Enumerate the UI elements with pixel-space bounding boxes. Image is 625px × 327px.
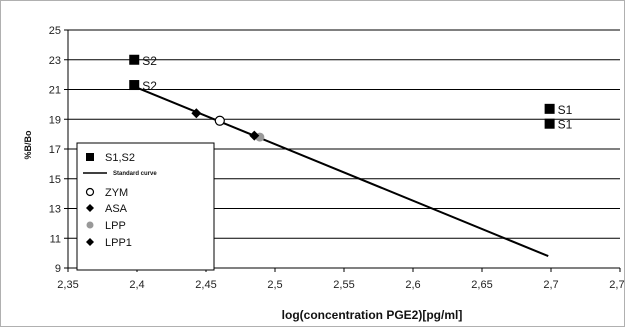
marker-diamond [86,238,94,246]
marker-square [544,103,555,114]
legend-label: LPP1 [105,237,132,249]
y-tick-label: 23 [49,55,61,67]
legend-label: Standard curve [113,171,157,177]
point-label: S1 [558,103,573,117]
x-tick-label: 2,35 [57,279,78,291]
x-tick-label: 2,45 [195,279,216,291]
x-tick-label: 2,7 [543,279,558,291]
legend-label: ZYM [105,187,128,199]
point-label: S2 [142,54,157,68]
y-tick-labels: 9 11 13 15 17 19 21 23 25 [49,25,68,275]
marker-square [86,153,94,161]
marker-open-circle [85,187,95,197]
y-tick-label: 11 [50,233,61,245]
marker-open-circle [214,115,225,126]
marker-diamond [86,204,94,212]
marker-square [129,80,140,91]
marker-square [544,118,555,129]
y-tick-label: 21 [49,85,61,97]
x-tick-label: 2,55 [333,279,354,291]
marker-diamond [249,130,260,141]
standard-curve-line [133,85,549,258]
standard-curve [133,85,549,258]
x-tick-label: 2,5 [267,279,282,291]
point-label: S2 [142,79,157,93]
y-tick-label: 19 [49,114,61,126]
x-tick-labels: 2,35 2,4 2,45 2,5 2,55 2,6 2,65 2,7 2,75 [57,268,625,291]
y-tick-label: 13 [49,204,61,216]
point-label: S1 [558,118,573,132]
legend-label: ASA [105,203,128,215]
legend-label: S1,S2 [105,152,135,164]
x-tick-label: 2,65 [471,279,492,291]
y-tick-label: 25 [49,25,61,37]
y-axis-title: %B/Bo [23,130,33,160]
x-axis-title: log(concentration PGE2)[pg/ml] [282,308,463,322]
legend: S1,S2 Standard curve ZYM ASA LPP LPP1 [76,142,215,271]
x-tick-label: 2,75 [609,279,625,291]
marker-square [129,54,140,65]
x-tick-label: 2,4 [129,279,144,291]
legend-label: LPP [105,220,126,232]
y-tick-label: 9 [55,263,61,275]
marker-circle [86,221,94,229]
legend-box [76,142,215,271]
y-tick-label: 17 [49,144,61,156]
y-tick-label: 15 [49,174,61,186]
marker-diamond [191,108,202,119]
x-tick-label: 2,6 [405,279,420,291]
